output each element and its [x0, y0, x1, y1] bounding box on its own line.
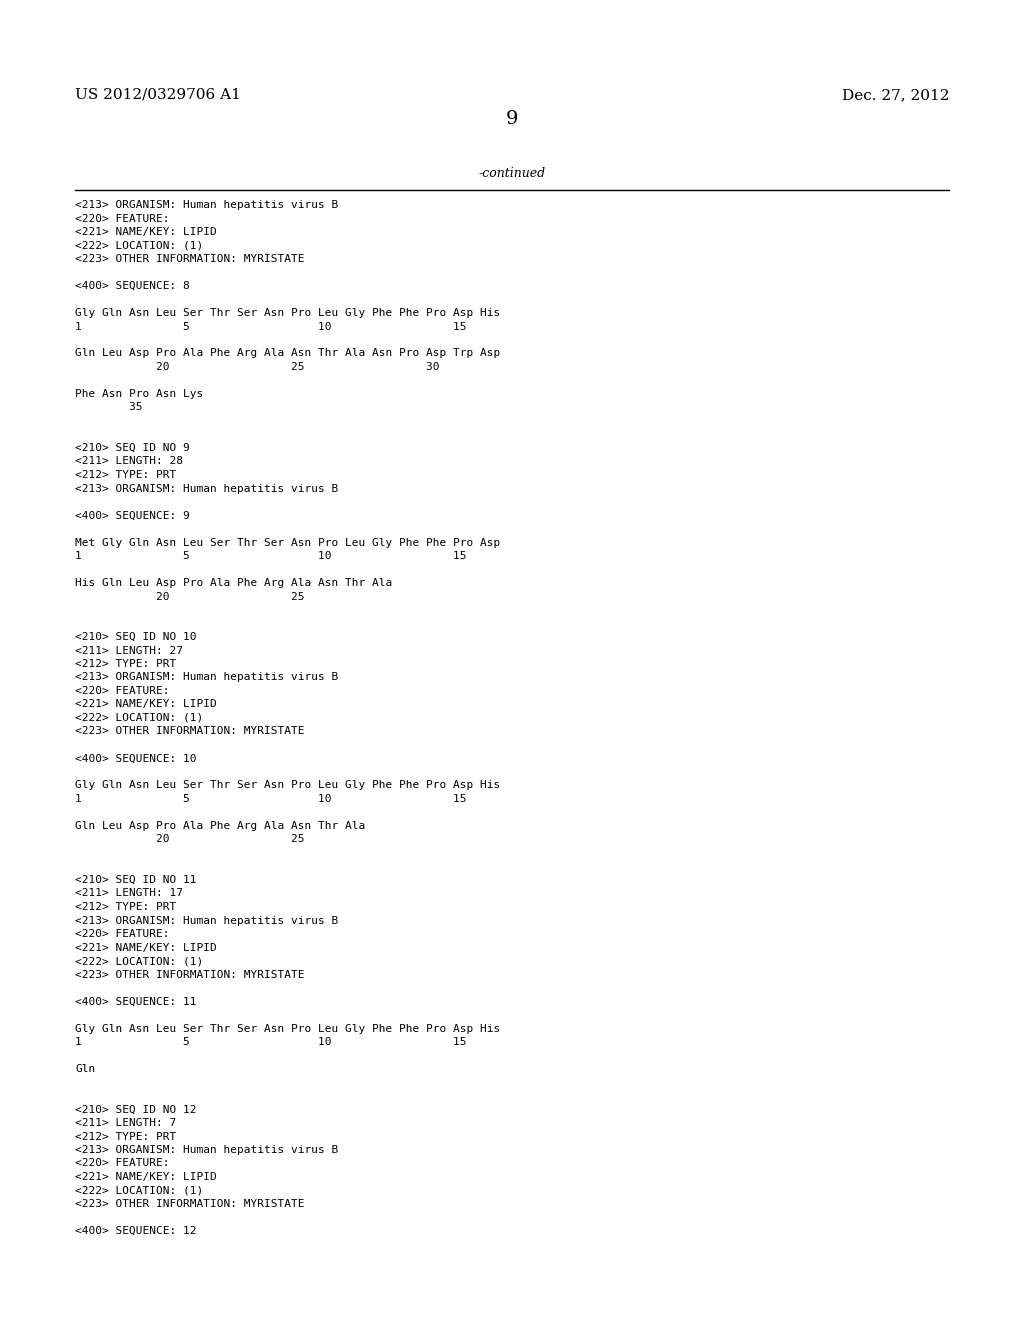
Text: <210> SEQ ID NO 11: <210> SEQ ID NO 11 [75, 875, 197, 884]
Text: <220> FEATURE:: <220> FEATURE: [75, 686, 170, 696]
Text: Gln Leu Asp Pro Ala Phe Arg Ala Asn Thr Ala Asn Pro Asp Trp Asp: Gln Leu Asp Pro Ala Phe Arg Ala Asn Thr … [75, 348, 501, 359]
Text: <400> SEQUENCE: 11: <400> SEQUENCE: 11 [75, 997, 197, 1006]
Text: Phe Asn Pro Asn Lys: Phe Asn Pro Asn Lys [75, 389, 203, 399]
Text: <400> SEQUENCE: 10: <400> SEQUENCE: 10 [75, 754, 197, 763]
Text: <221> NAME/KEY: LIPID: <221> NAME/KEY: LIPID [75, 227, 217, 238]
Text: <212> TYPE: PRT: <212> TYPE: PRT [75, 902, 176, 912]
Text: Met Gly Gln Asn Leu Ser Thr Ser Asn Pro Leu Gly Phe Phe Pro Asp: Met Gly Gln Asn Leu Ser Thr Ser Asn Pro … [75, 537, 501, 548]
Text: <213> ORGANISM: Human hepatitis virus B: <213> ORGANISM: Human hepatitis virus B [75, 916, 338, 925]
Text: <212> TYPE: PRT: <212> TYPE: PRT [75, 659, 176, 669]
Text: Gly Gln Asn Leu Ser Thr Ser Asn Pro Leu Gly Phe Phe Pro Asp His: Gly Gln Asn Leu Ser Thr Ser Asn Pro Leu … [75, 1023, 501, 1034]
Text: <212> TYPE: PRT: <212> TYPE: PRT [75, 470, 176, 480]
Text: <213> ORGANISM: Human hepatitis virus B: <213> ORGANISM: Human hepatitis virus B [75, 201, 338, 210]
Text: His Gln Leu Asp Pro Ala Phe Arg Ala Asn Thr Ala: His Gln Leu Asp Pro Ala Phe Arg Ala Asn … [75, 578, 392, 587]
Text: <213> ORGANISM: Human hepatitis virus B: <213> ORGANISM: Human hepatitis virus B [75, 483, 338, 494]
Text: Gly Gln Asn Leu Ser Thr Ser Asn Pro Leu Gly Phe Phe Pro Asp His: Gly Gln Asn Leu Ser Thr Ser Asn Pro Leu … [75, 308, 501, 318]
Text: <222> LOCATION: (1): <222> LOCATION: (1) [75, 956, 203, 966]
Text: <221> NAME/KEY: LIPID: <221> NAME/KEY: LIPID [75, 942, 217, 953]
Text: <220> FEATURE:: <220> FEATURE: [75, 1159, 170, 1168]
Text: Gln Leu Asp Pro Ala Phe Arg Ala Asn Thr Ala: Gln Leu Asp Pro Ala Phe Arg Ala Asn Thr … [75, 821, 366, 832]
Text: -continued: -continued [478, 168, 546, 180]
Text: <400> SEQUENCE: 8: <400> SEQUENCE: 8 [75, 281, 189, 290]
Text: <222> LOCATION: (1): <222> LOCATION: (1) [75, 240, 203, 251]
Text: 1               5                   10                  15: 1 5 10 15 [75, 1038, 467, 1047]
Text: 20                  25: 20 25 [75, 591, 304, 602]
Text: 1               5                   10                  15: 1 5 10 15 [75, 322, 467, 331]
Text: <223> OTHER INFORMATION: MYRISTATE: <223> OTHER INFORMATION: MYRISTATE [75, 253, 304, 264]
Text: <210> SEQ ID NO 12: <210> SEQ ID NO 12 [75, 1105, 197, 1114]
Text: <213> ORGANISM: Human hepatitis virus B: <213> ORGANISM: Human hepatitis virus B [75, 1144, 338, 1155]
Text: <212> TYPE: PRT: <212> TYPE: PRT [75, 1131, 176, 1142]
Text: <223> OTHER INFORMATION: MYRISTATE: <223> OTHER INFORMATION: MYRISTATE [75, 969, 304, 979]
Text: Gln: Gln [75, 1064, 95, 1074]
Text: <221> NAME/KEY: LIPID: <221> NAME/KEY: LIPID [75, 700, 217, 710]
Text: <210> SEQ ID NO 9: <210> SEQ ID NO 9 [75, 444, 189, 453]
Text: US 2012/0329706 A1: US 2012/0329706 A1 [75, 88, 241, 102]
Text: <400> SEQUENCE: 12: <400> SEQUENCE: 12 [75, 1226, 197, 1236]
Text: <220> FEATURE:: <220> FEATURE: [75, 929, 170, 939]
Text: 20                  25                  30: 20 25 30 [75, 362, 439, 372]
Text: <223> OTHER INFORMATION: MYRISTATE: <223> OTHER INFORMATION: MYRISTATE [75, 726, 304, 737]
Text: Gly Gln Asn Leu Ser Thr Ser Asn Pro Leu Gly Phe Phe Pro Asp His: Gly Gln Asn Leu Ser Thr Ser Asn Pro Leu … [75, 780, 501, 791]
Text: 1               5                   10                  15: 1 5 10 15 [75, 795, 467, 804]
Text: <213> ORGANISM: Human hepatitis virus B: <213> ORGANISM: Human hepatitis virus B [75, 672, 338, 682]
Text: 9: 9 [506, 110, 518, 128]
Text: <400> SEQUENCE: 9: <400> SEQUENCE: 9 [75, 511, 189, 520]
Text: <222> LOCATION: (1): <222> LOCATION: (1) [75, 713, 203, 723]
Text: <210> SEQ ID NO 10: <210> SEQ ID NO 10 [75, 632, 197, 642]
Text: 35: 35 [75, 403, 142, 412]
Text: Dec. 27, 2012: Dec. 27, 2012 [842, 88, 949, 102]
Text: <211> LENGTH: 28: <211> LENGTH: 28 [75, 457, 183, 466]
Text: <211> LENGTH: 7: <211> LENGTH: 7 [75, 1118, 176, 1129]
Text: <211> LENGTH: 27: <211> LENGTH: 27 [75, 645, 183, 656]
Text: <222> LOCATION: (1): <222> LOCATION: (1) [75, 1185, 203, 1196]
Text: <223> OTHER INFORMATION: MYRISTATE: <223> OTHER INFORMATION: MYRISTATE [75, 1199, 304, 1209]
Text: <221> NAME/KEY: LIPID: <221> NAME/KEY: LIPID [75, 1172, 217, 1181]
Text: <220> FEATURE:: <220> FEATURE: [75, 214, 170, 223]
Text: 20                  25: 20 25 [75, 834, 304, 845]
Text: 1               5                   10                  15: 1 5 10 15 [75, 550, 467, 561]
Text: <211> LENGTH: 17: <211> LENGTH: 17 [75, 888, 183, 899]
